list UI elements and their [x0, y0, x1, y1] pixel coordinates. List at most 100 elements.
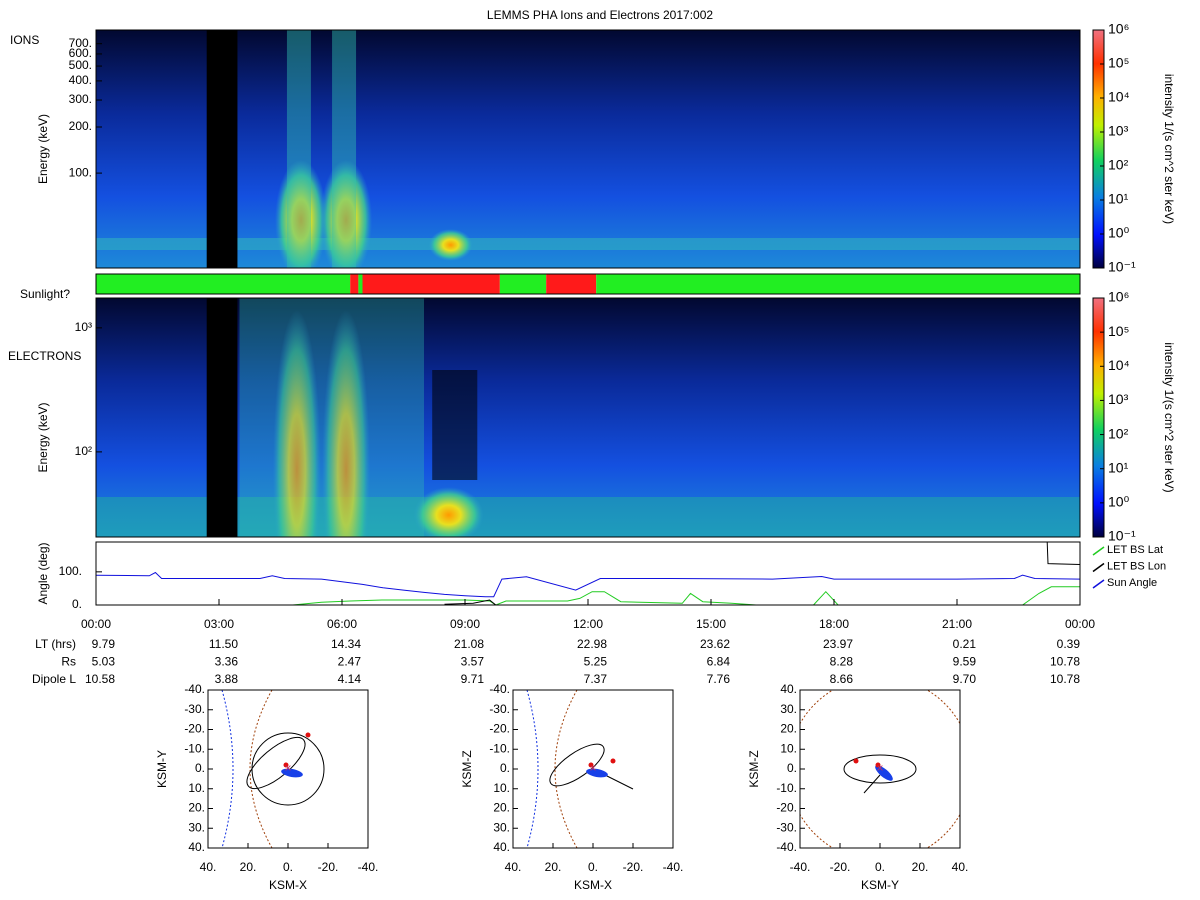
- x-tick-label: 0.: [588, 860, 598, 874]
- orbit-plot: ×: [800, 690, 960, 848]
- position-marker: [875, 762, 881, 768]
- x-tick-label: -40.: [358, 860, 379, 874]
- x-tick-label: 09:00: [450, 617, 480, 631]
- y-tick-label: 40.: [188, 840, 205, 854]
- colorbar-label: intensity 1/(s cm^2 ster keV): [1162, 74, 1176, 224]
- colorbar: [1092, 297, 1105, 538]
- y-axis-label: Energy (keV): [36, 402, 50, 472]
- legend-label: LET BS Lon: [1107, 560, 1166, 572]
- x-tick-label: 40.: [200, 860, 217, 874]
- sunlight-segment: [358, 274, 363, 294]
- row-value: 23.97: [823, 637, 853, 651]
- y-tick-label: -30.: [489, 702, 510, 716]
- intensity-blob: [272, 310, 321, 537]
- y-tick-label: 600.: [69, 46, 92, 60]
- y-tick-label: 30.: [493, 820, 510, 834]
- y-tick-label: 500.: [69, 58, 92, 72]
- y-tick-label: 40.: [493, 840, 510, 854]
- y-tick-label: -20.: [776, 801, 797, 815]
- magnetopause: [249, 690, 273, 848]
- x-tick-label: -20.: [318, 860, 339, 874]
- data-gap: [432, 370, 478, 480]
- colorbar-tick-label: 10⁰: [1108, 225, 1130, 241]
- y-tick-label: 0.: [195, 761, 205, 775]
- panel-frame: [95, 297, 1081, 538]
- y-axis-label: Energy (keV): [36, 114, 50, 184]
- intensity-blob: [275, 160, 327, 268]
- y-axis-label: Angle (deg): [36, 542, 50, 604]
- y-tick-label: 0.: [72, 597, 82, 611]
- row-label: Dipole L: [32, 672, 76, 686]
- y-tick-label: 200.: [69, 119, 92, 133]
- y-tick-label: 10.: [493, 781, 510, 795]
- row-value: 8.66: [830, 672, 854, 686]
- row-value: 9.59: [953, 655, 977, 669]
- y-tick-label: -10.: [489, 741, 510, 755]
- y-tick-label: -20.: [489, 722, 510, 736]
- y-tick-label: 300.: [69, 92, 92, 106]
- intensity-blob: [320, 160, 373, 268]
- row-value: 0.21: [953, 637, 977, 651]
- legend-swatch: [1092, 546, 1105, 556]
- x-tick-label: 20.: [545, 860, 562, 874]
- row-value: 2.47: [338, 655, 362, 669]
- y-axis-label: KSM-Z: [747, 750, 761, 787]
- orbit-plot: ×: [526, 690, 634, 848]
- position-marker: [853, 758, 859, 764]
- row-value: 22.98: [577, 637, 607, 651]
- y-tick-label: -40.: [184, 682, 205, 696]
- y-tick-label: 0.: [787, 761, 797, 775]
- legend-label: LET BS Lat: [1107, 544, 1163, 556]
- y-tick-label: -10.: [184, 741, 205, 755]
- y-tick-label: 10²: [75, 444, 92, 458]
- row-value: 3.57: [461, 655, 485, 669]
- sunlight-segment: [546, 274, 597, 294]
- bow-shock: [221, 690, 234, 848]
- sunlight-segment: [350, 274, 359, 294]
- y-tick-label: 20.: [493, 801, 510, 815]
- y-tick-label: -30.: [184, 702, 205, 716]
- sunlight-segment: [362, 274, 500, 294]
- colorbar-tick-label: 10⁴: [1108, 89, 1130, 105]
- y-tick-label: 10³: [75, 320, 92, 334]
- x-tick-label: 15:00: [696, 617, 726, 631]
- x-tick-label: 40.: [505, 860, 522, 874]
- x-tick-label: -20.: [623, 860, 644, 874]
- angle-line: [292, 586, 1080, 605]
- position-marker: [283, 762, 289, 768]
- row-value: 10.78: [1050, 655, 1080, 669]
- x-tick-label: 21:00: [942, 617, 972, 631]
- x-tick-label: 00:00: [1065, 617, 1095, 631]
- colorbar-tick-label: 10⁴: [1108, 357, 1130, 373]
- x-tick-label: 0.: [875, 860, 885, 874]
- panel-label: ELECTRONS: [8, 349, 81, 363]
- orbit-track: [843, 754, 917, 784]
- row-label: LT (hrs): [35, 637, 76, 651]
- x-tick-label: 20.: [240, 860, 257, 874]
- colorbar-label: intensity 1/(s cm^2 ster keV): [1162, 342, 1176, 492]
- y-tick-label: 400.: [69, 73, 92, 87]
- row-value: 23.62: [700, 637, 730, 651]
- spacecraft-path: [281, 768, 303, 778]
- y-tick-label: 0.: [500, 761, 510, 775]
- panel-frame: [95, 273, 1081, 295]
- sunlight-segment: [596, 274, 1080, 294]
- panel-label: Sunlight?: [20, 287, 70, 301]
- colorbar-tick-label: 10⁵: [1108, 323, 1129, 339]
- planet-marker: ×: [284, 761, 291, 775]
- intensity-blob: [413, 487, 484, 537]
- x-axis-label: KSM-Y: [861, 878, 899, 892]
- orbit-track: [549, 743, 605, 787]
- y-tick-label: -30.: [776, 820, 797, 834]
- y-tick-label: 20.: [780, 722, 797, 736]
- row-value: 5.03: [92, 655, 116, 669]
- x-tick-label: 03:00: [204, 617, 234, 631]
- position-marker: [305, 732, 311, 738]
- sunlight-segment: [499, 274, 547, 294]
- legend-swatch: [1092, 562, 1105, 573]
- data-gap: [206, 298, 238, 537]
- spectrogram: [96, 30, 1080, 268]
- angle-line: [444, 542, 1080, 605]
- y-axis-label: KSM-Z: [460, 750, 474, 787]
